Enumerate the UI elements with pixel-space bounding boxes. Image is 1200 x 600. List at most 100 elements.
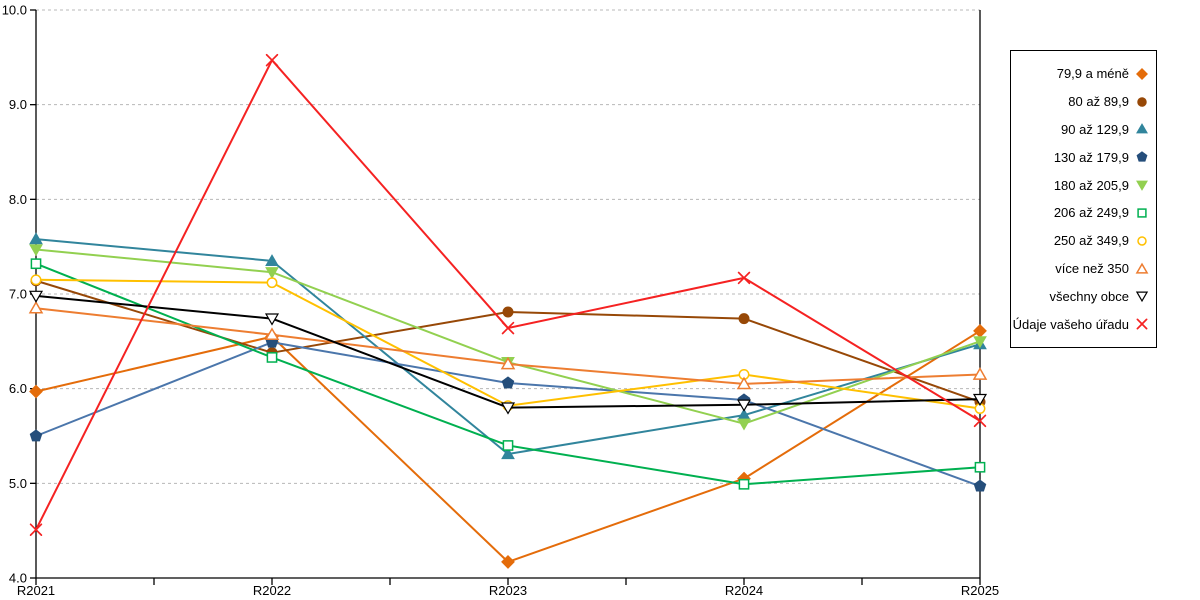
marker-x — [265, 53, 279, 67]
legend-label: více než 350 — [1055, 261, 1129, 276]
marker-x — [501, 321, 515, 335]
marker-circle — [30, 274, 42, 286]
marker-square — [738, 478, 750, 490]
y-tick-label: 5.0 — [9, 476, 27, 491]
marker-pentagon — [29, 429, 43, 442]
legend-marker-triangle-up-icon — [1136, 123, 1148, 134]
legend-marker-circle-icon — [1137, 235, 1147, 246]
legend-label: 180 až 205,9 — [1053, 177, 1129, 193]
axes: 4.0 5.0 6.0 7.0 8.0 9.0 10.0 R2021 R2022 R2023 R20… — [2, 3, 999, 599]
marker-diamond — [29, 384, 43, 399]
legend-label: všechny obce — [1049, 288, 1130, 304]
legend-item: 90 až 129,9 — [1013, 121, 1150, 137]
marker-square — [502, 440, 514, 451]
legend-item: více než 350 — [1013, 261, 1150, 277]
y-tick-label: 9.0 — [9, 97, 27, 112]
marker-triangle-down — [500, 402, 516, 415]
marker-square — [266, 352, 278, 363]
y-tick-label: 7.0 — [9, 287, 27, 302]
marker-triangle-up — [265, 254, 279, 266]
series-line — [35, 248, 981, 425]
marker-triangle-down — [28, 290, 44, 303]
legend-label: Údaje vašeho úřadu — [1012, 316, 1129, 332]
marker-triangle-up — [264, 327, 280, 341]
y-tick-label: 8.0 — [9, 192, 27, 207]
marker-diamond — [1136, 67, 1148, 80]
marker-pentagon — [1136, 151, 1148, 162]
legend-label: 250 až 349,9 — [1053, 233, 1129, 249]
marker-circle — [738, 313, 750, 325]
series-line — [35, 278, 981, 410]
series-9 — [28, 290, 988, 415]
marker-triangle-up — [972, 367, 988, 380]
marker-triangle-down — [264, 313, 280, 326]
y-tick-label: 4.0 — [9, 571, 27, 586]
marker-pentagon — [973, 479, 987, 492]
marker-square — [1137, 208, 1147, 218]
legend-label: 80 až 89,9 — [1068, 94, 1129, 110]
marker-diamond — [501, 554, 515, 569]
marker-triangle-down — [29, 244, 43, 257]
marker-triangle-up — [736, 376, 752, 390]
series-10 — [29, 53, 987, 536]
legend-label: 90 až 129,9 — [1061, 121, 1129, 137]
legend-item: 206 až 249,9 — [1013, 205, 1150, 221]
legend-marker-triangle-down-icon — [1136, 180, 1148, 191]
marker-triangle-down — [1135, 291, 1149, 303]
marker-triangle-down — [265, 267, 279, 280]
marker-pentagon — [501, 376, 515, 389]
legend-item: 80 až 89,9 — [1013, 94, 1150, 110]
legend-marker-triangle-down-icon — [1135, 291, 1149, 303]
y-tick-label: 6.0 — [9, 381, 27, 396]
marker-circle — [1137, 235, 1147, 246]
marker-triangle-up — [1136, 123, 1148, 134]
marker-circle — [266, 277, 278, 289]
marker-triangle-down — [972, 393, 988, 407]
chart-legend: 79,9 a méně 80 až 89,9 90 až 129,9 130 až 1… — [1010, 50, 1157, 348]
legend-marker-diamond-icon — [1136, 67, 1148, 80]
legend-item: 250 až 349,9 — [1013, 233, 1150, 249]
legend-item: 130 až 179,9 — [1013, 149, 1150, 165]
series-8 — [28, 300, 988, 390]
legend-marker-x-icon — [1136, 318, 1148, 330]
marker-triangle-up — [501, 447, 515, 460]
legend-label: 79,9 a méně — [1056, 66, 1129, 82]
marker-triangle-down — [1136, 180, 1148, 191]
series-3 — [29, 232, 987, 460]
marker-x — [973, 414, 987, 428]
marker-x — [737, 271, 751, 285]
marker-circle — [1137, 96, 1147, 107]
y-tick-label: 10.0 — [2, 3, 27, 18]
x-tick-label: R2021 — [17, 583, 55, 598]
marker-triangle-up — [28, 300, 44, 314]
marker-triangle-up — [500, 356, 516, 370]
legend-item: 180 až 205,9 — [1013, 177, 1150, 193]
legend-item: všechny obce — [1013, 288, 1150, 304]
marker-square — [974, 461, 986, 473]
legend-marker-square-icon — [1137, 208, 1147, 218]
marker-triangle-down — [737, 418, 751, 431]
legend-item: 79,9 a méně — [1013, 66, 1150, 82]
legend-marker-triangle-up-icon — [1135, 262, 1149, 274]
marker-circle — [502, 306, 514, 318]
x-tick-label: R2023 — [489, 583, 527, 598]
legend-label: 130 až 179,9 — [1053, 149, 1129, 165]
legend-item: Údaje vašeho úřadu — [1013, 316, 1150, 332]
series-line — [35, 238, 981, 455]
marker-x — [29, 523, 43, 536]
legend-marker-circle-icon — [1137, 96, 1147, 107]
marker-diamond — [973, 324, 987, 338]
series-7 — [30, 274, 986, 414]
marker-x — [1136, 318, 1148, 330]
marker-triangle-up — [1135, 262, 1149, 274]
marker-triangle-down — [973, 336, 987, 349]
gridlines — [36, 9, 980, 484]
x-tick-label: R2024 — [725, 583, 763, 598]
marker-square — [30, 258, 42, 270]
marker-triangle-up — [29, 232, 43, 245]
marker-triangle-down — [736, 399, 752, 412]
series-line — [35, 59, 981, 531]
x-tick-label: R2022 — [253, 583, 291, 598]
